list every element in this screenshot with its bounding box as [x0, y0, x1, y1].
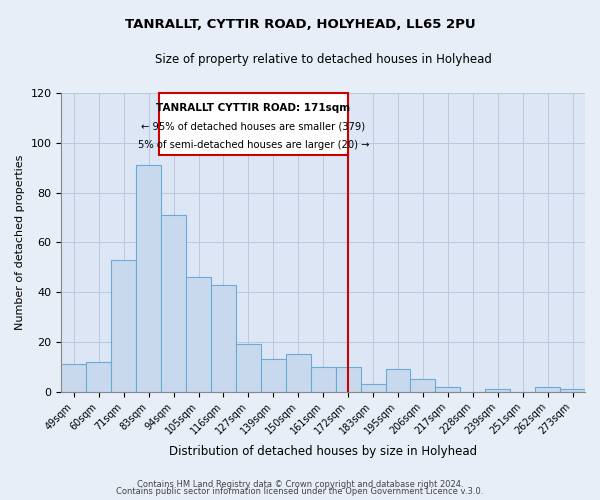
- X-axis label: Distribution of detached houses by size in Holyhead: Distribution of detached houses by size …: [169, 444, 477, 458]
- Y-axis label: Number of detached properties: Number of detached properties: [15, 154, 25, 330]
- Bar: [161, 215, 186, 392]
- Bar: [485, 389, 510, 392]
- Bar: [111, 260, 136, 392]
- Text: TANRALLT, CYTTIR ROAD, HOLYHEAD, LL65 2PU: TANRALLT, CYTTIR ROAD, HOLYHEAD, LL65 2P…: [125, 18, 475, 30]
- Bar: [136, 165, 161, 392]
- Bar: [335, 366, 361, 392]
- Bar: [186, 277, 211, 392]
- Bar: [211, 284, 236, 392]
- Bar: [61, 364, 86, 392]
- Bar: [261, 359, 286, 392]
- Bar: [436, 386, 460, 392]
- Bar: [86, 362, 111, 392]
- Bar: [386, 369, 410, 392]
- Bar: [286, 354, 311, 392]
- Title: Size of property relative to detached houses in Holyhead: Size of property relative to detached ho…: [155, 52, 491, 66]
- FancyBboxPatch shape: [158, 93, 348, 155]
- Bar: [236, 344, 261, 392]
- Bar: [410, 379, 436, 392]
- Bar: [361, 384, 386, 392]
- Bar: [535, 386, 560, 392]
- Text: Contains public sector information licensed under the Open Government Licence v.: Contains public sector information licen…: [116, 488, 484, 496]
- Text: ← 95% of detached houses are smaller (379): ← 95% of detached houses are smaller (37…: [142, 122, 365, 132]
- Text: 5% of semi-detached houses are larger (20) →: 5% of semi-detached houses are larger (2…: [137, 140, 369, 150]
- Bar: [560, 389, 585, 392]
- Text: TANRALLT CYTTIR ROAD: 171sqm: TANRALLT CYTTIR ROAD: 171sqm: [157, 103, 350, 113]
- Bar: [311, 366, 335, 392]
- Text: Contains HM Land Registry data © Crown copyright and database right 2024.: Contains HM Land Registry data © Crown c…: [137, 480, 463, 489]
